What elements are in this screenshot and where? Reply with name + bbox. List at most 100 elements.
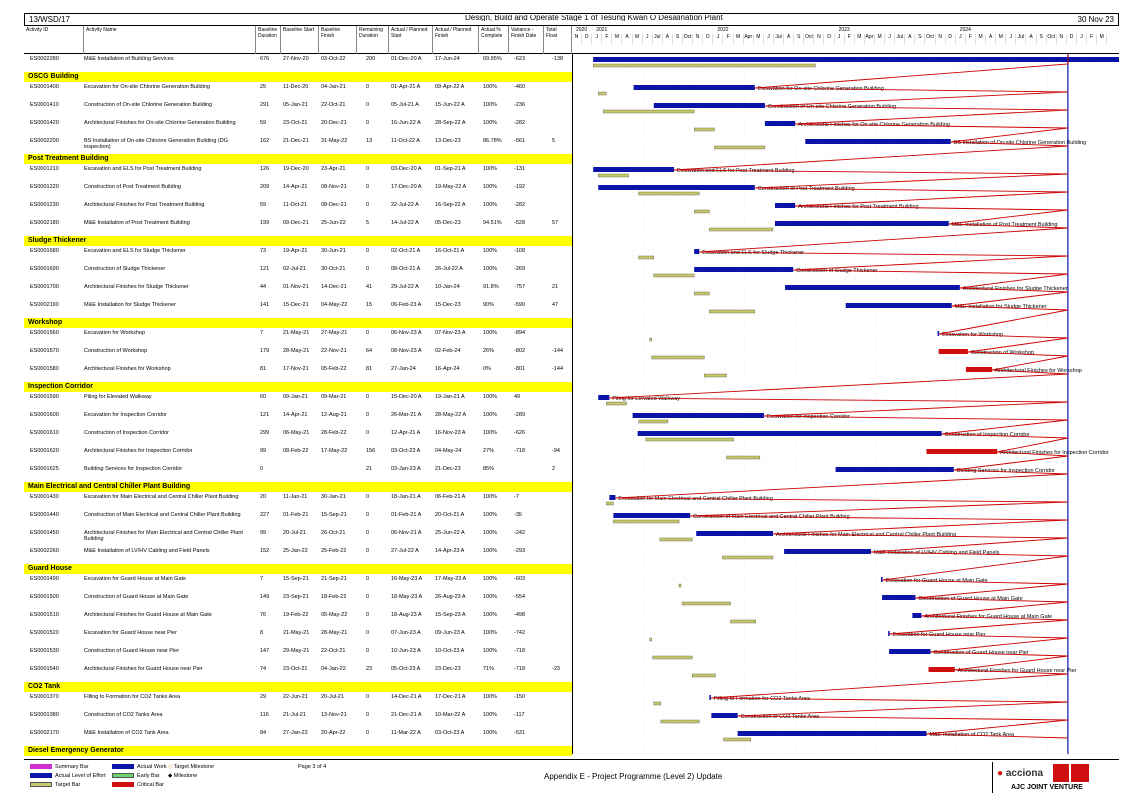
table-row[interactable]: ES0001540 Architectural Finishes for Guar…	[24, 664, 572, 682]
target-bar[interactable]	[730, 619, 757, 624]
table-row[interactable]: ES0001700 Architectural Finishes for Slud…	[24, 282, 572, 300]
header-percent-complete[interactable]: Actual % Complete	[479, 26, 509, 54]
header-actual-start[interactable]: Actual / Planned Start	[389, 26, 433, 54]
header-actual-finish[interactable]: Actual / Planned Finish	[433, 26, 479, 54]
actual-bar[interactable]	[785, 285, 960, 290]
group-header[interactable]: Main Electrical and Central Chiller Plan…	[24, 482, 572, 492]
group-header[interactable]: OSCG Building	[24, 72, 572, 82]
target-bar[interactable]	[651, 355, 705, 360]
table-row[interactable]: ES0001210 Excavation and ELS for Post Tre…	[24, 164, 572, 182]
actual-bar[interactable]	[694, 267, 794, 272]
target-bar[interactable]	[613, 519, 680, 524]
group-header[interactable]: Guard House	[24, 564, 572, 574]
table-row[interactable]: ES0001230 Architectural Finishes for Post…	[24, 200, 572, 218]
target-bar[interactable]	[649, 337, 652, 342]
actual-bar[interactable]	[926, 449, 998, 454]
target-bar[interactable]	[606, 501, 614, 506]
target-bar[interactable]	[714, 145, 766, 150]
actual-bar[interactable]	[653, 103, 765, 108]
actual-bar[interactable]	[937, 331, 940, 336]
target-bar[interactable]	[652, 655, 693, 660]
target-bar[interactable]	[709, 309, 756, 314]
actual-bar[interactable]	[711, 713, 738, 718]
table-row[interactable]: ES0001560 Excavation for Workshop 7 21-May-…	[24, 328, 572, 346]
target-bar[interactable]	[723, 737, 751, 742]
table-row[interactable]: ES0001430 Excavation for Main Electrical …	[24, 492, 572, 510]
actual-bar[interactable]	[845, 303, 952, 308]
table-row[interactable]: ES0002200 BS Installation of On-site Chlo…	[24, 136, 572, 154]
header-baseline-finish[interactable]: Baseline Finish	[319, 26, 357, 54]
table-row[interactable]: ES0001410 Construction of On-site Chlorin…	[24, 100, 572, 118]
target-bar[interactable]	[678, 583, 682, 588]
header-remaining-duration[interactable]: Remaining Duration	[357, 26, 389, 54]
actual-bar[interactable]	[598, 185, 755, 190]
table-row[interactable]: ES0001625 Building Services for Inspectio…	[24, 464, 572, 482]
target-bar[interactable]	[649, 637, 652, 642]
actual-bar[interactable]	[764, 121, 796, 126]
actual-bar[interactable]	[938, 349, 968, 354]
group-header[interactable]: Inspection Corridor	[24, 382, 572, 392]
group-header[interactable]: Sludge Thickener	[24, 236, 572, 246]
group-header[interactable]: Post Treatment Building	[24, 154, 572, 164]
actual-bar[interactable]	[633, 85, 755, 90]
target-bar[interactable]	[653, 701, 662, 706]
target-bar[interactable]	[659, 537, 693, 542]
actual-bar[interactable]	[637, 431, 942, 436]
table-row[interactable]: ES0001600 Excavation for Inspection Corri…	[24, 410, 572, 428]
target-bar[interactable]	[653, 273, 695, 278]
header-baseline-start[interactable]: Baseline Start	[281, 26, 319, 54]
actual-bar[interactable]	[598, 395, 610, 400]
header-variance[interactable]: Variance - Finish Date	[509, 26, 544, 54]
actual-bar[interactable]	[912, 613, 922, 618]
target-bar[interactable]	[638, 255, 655, 260]
actual-bar[interactable]	[775, 221, 949, 226]
actual-bar[interactable]	[632, 413, 764, 418]
actual-bar[interactable]	[613, 513, 691, 518]
actual-bar[interactable]	[784, 549, 871, 554]
target-bar[interactable]	[638, 191, 700, 196]
table-row[interactable]: ES0001420 Architectural Finishes for On-s…	[24, 118, 572, 136]
table-row[interactable]: ES0001680 Excavation and ELS for Sludge T…	[24, 246, 572, 264]
actual-bar[interactable]	[965, 367, 993, 372]
target-bar[interactable]	[598, 173, 629, 178]
table-row[interactable]: ES0001500 Construction of Guard House at …	[24, 592, 572, 610]
table-row[interactable]: ES0002260 M&E Installation of LV/HV Cabli…	[24, 546, 572, 564]
table-row[interactable]: ES0001440 Construction of Main Electrical…	[24, 510, 572, 528]
table-row[interactable]: ES0001690 Construction of Sludge Thickene…	[24, 264, 572, 282]
table-row[interactable]: ES0001520 Excavation for Guard House near…	[24, 628, 572, 646]
table-row[interactable]: ES0002180 M&E Installation of Post Treatm…	[24, 218, 572, 236]
table-row[interactable]: ES0002190 M&E Installation for Sludge Thi…	[24, 300, 572, 318]
actual-bar[interactable]	[889, 649, 931, 654]
group-header[interactable]: Diesel Emergency Generator	[24, 746, 572, 756]
table-row[interactable]: ES0001530 Construction of Guard House nea…	[24, 646, 572, 664]
actual-bar[interactable]	[696, 531, 773, 536]
target-bar[interactable]	[704, 373, 727, 378]
target-bar[interactable]	[638, 419, 669, 424]
target-bar[interactable]	[603, 109, 695, 114]
actual-bar[interactable]	[694, 249, 700, 254]
group-header[interactable]: CO2 Tank	[24, 682, 572, 692]
header-baseline-duration[interactable]: Baseline Duration	[256, 26, 281, 54]
actual-bar[interactable]	[888, 631, 890, 636]
table-row[interactable]: ES0001400 Excavation for On-site Chlorine…	[24, 82, 572, 100]
table-row[interactable]: ES0001490 Excavation for Guard House at M…	[24, 574, 572, 592]
actual-bar[interactable]	[609, 495, 616, 500]
actual-bar[interactable]	[593, 57, 1119, 62]
table-row[interactable]: ES0001580 Architectural Finishes for Work…	[24, 364, 572, 382]
table-row[interactable]: ES0002280 M&E Installation of Building Se…	[24, 54, 572, 72]
table-row[interactable]: ES0001380 Construction of CO2 Tanks Area 1…	[24, 710, 572, 728]
actual-bar[interactable]	[737, 731, 927, 736]
target-bar[interactable]	[606, 401, 627, 406]
target-bar[interactable]	[645, 437, 734, 442]
target-bar[interactable]	[693, 127, 715, 132]
table-row[interactable]: ES0001620 Architectural Finishes for Insp…	[24, 446, 572, 464]
target-bar[interactable]	[593, 63, 816, 68]
table-row[interactable]: ES0001610 Construction of Inspection Corr…	[24, 428, 572, 446]
header-total-float[interactable]: Total Float	[544, 26, 572, 54]
actual-bar[interactable]	[775, 203, 796, 208]
table-row[interactable]: ES0001450 Architectural Finishes for Main…	[24, 528, 572, 546]
actual-bar[interactable]	[928, 667, 955, 672]
target-bar[interactable]	[660, 719, 700, 724]
target-bar[interactable]	[598, 91, 607, 96]
group-header[interactable]: Workshop	[24, 318, 572, 328]
